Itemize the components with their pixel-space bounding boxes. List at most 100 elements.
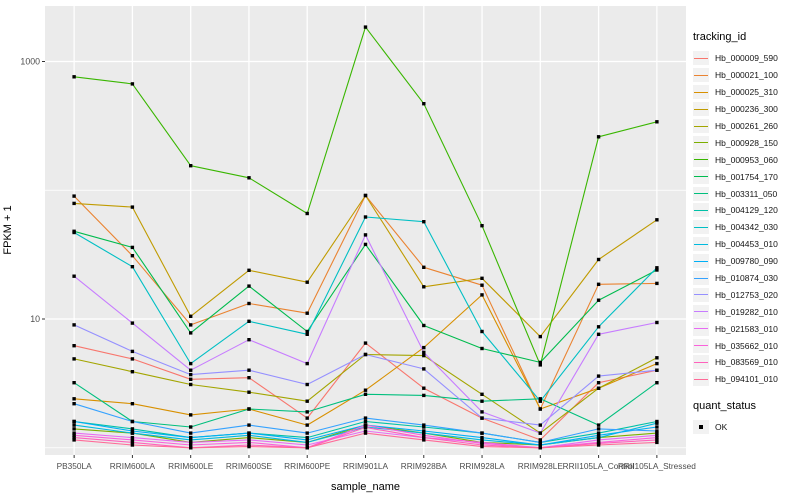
- legend-line-icon: [694, 74, 708, 76]
- data-point: [72, 431, 76, 435]
- data-point: [480, 224, 484, 228]
- data-point: [596, 325, 601, 329]
- data-point: [596, 386, 601, 390]
- data-point: [130, 427, 135, 431]
- data-point: [247, 268, 251, 272]
- legend-label-ok: OK: [715, 422, 728, 433]
- data-point: [305, 332, 309, 336]
- data-point: [422, 393, 426, 398]
- data-point: [422, 353, 426, 358]
- legend-title-quant-status: quant_status: [693, 399, 756, 412]
- data-point: [596, 374, 601, 378]
- legend-label: Hb_003311_050: [715, 188, 778, 199]
- data-point: [247, 423, 251, 427]
- data-point: [247, 444, 251, 449]
- legend-key-swatch: [693, 119, 709, 133]
- legend-label: Hb_010874_030: [715, 273, 778, 284]
- legend-item-Hb_009780_090: Hb_009780_090: [693, 253, 799, 270]
- data-point: [480, 431, 484, 435]
- legend-line-icon: [694, 311, 708, 313]
- data-point: [189, 377, 193, 381]
- data-point: [422, 367, 426, 371]
- legend-label: Hb_001754_170: [715, 171, 778, 182]
- data-point: [72, 230, 76, 235]
- data-point: [422, 431, 426, 435]
- data-point: [305, 311, 309, 315]
- legend-key-swatch: [693, 186, 709, 201]
- data-point: [247, 433, 251, 437]
- data-point: [72, 438, 76, 442]
- legend: tracking_id Hb_000009_590 Hb_000021_100 Hb…: [693, 31, 799, 436]
- legend-item-Hb_094101_010: Hb_094101_010: [693, 371, 799, 388]
- y-axis-title: FPKM + 1: [2, 205, 14, 255]
- data-point: [655, 356, 659, 360]
- x-tick-label: RRIM928LE: [518, 461, 564, 471]
- data-point: [189, 331, 193, 335]
- legend-line-icon: [694, 108, 708, 110]
- data-point: [655, 268, 659, 272]
- legend-line-icon: [694, 91, 708, 93]
- data-point: [596, 282, 601, 286]
- data-point: [189, 314, 193, 318]
- data-point: [305, 416, 309, 420]
- legend-label: Hb_000261_260: [715, 121, 778, 131]
- x-tick-label: PB350LA: [57, 461, 93, 471]
- data-point: [480, 444, 484, 449]
- data-point: [363, 429, 368, 433]
- data-point: [72, 423, 76, 427]
- data-point: [189, 382, 193, 387]
- x-tick-label: RRIM928BA: [401, 461, 448, 471]
- data-point: [538, 438, 542, 442]
- data-point: [130, 321, 135, 325]
- data-point: [422, 265, 426, 269]
- data-point: [655, 218, 659, 222]
- legend-line-icon: [694, 345, 708, 347]
- data-point: [305, 438, 309, 442]
- legend-label: Hb_083569_010: [715, 357, 778, 368]
- data-point: [72, 402, 76, 406]
- data-point: [538, 407, 542, 411]
- data-point: [247, 407, 251, 411]
- data-point: [538, 363, 542, 367]
- data-point: [305, 382, 309, 387]
- x-axis-title: sample_name: [330, 481, 401, 493]
- data-point: [130, 431, 135, 435]
- data-point: [422, 429, 426, 433]
- legend-label: Hb_019282_010: [715, 306, 778, 317]
- legend-line-icon: [694, 277, 708, 279]
- x-tick-label: RRIM928LA: [459, 461, 505, 471]
- data-point: [655, 440, 659, 445]
- legend-line-icon: [694, 328, 708, 330]
- data-point: [422, 433, 426, 437]
- x-tick-label: RRII105LA_Control: [563, 461, 635, 471]
- legend-key-swatch: [693, 271, 709, 286]
- legend-label: Hb_000025_310: [715, 87, 778, 98]
- data-point: [305, 431, 309, 435]
- data-point: [422, 438, 426, 442]
- data-point: [247, 176, 251, 180]
- data-point: [538, 443, 542, 447]
- data-point: [247, 284, 251, 288]
- data-point: [480, 329, 484, 334]
- data-point: [305, 280, 309, 284]
- data-point: [305, 211, 309, 216]
- legend-key-swatch: [693, 203, 709, 218]
- legend-key-ok: [693, 420, 709, 435]
- legend-item-Hb_003311_050: Hb_003311_050: [693, 185, 799, 202]
- data-point: [72, 427, 76, 431]
- legend-item-Hb_000021_100: Hb_000021_100: [693, 67, 799, 84]
- data-point: [422, 425, 426, 429]
- data-point: [130, 440, 135, 445]
- data-point: [596, 423, 601, 427]
- data-point: [72, 433, 76, 437]
- data-point: [363, 388, 368, 392]
- data-point: [189, 446, 193, 450]
- data-point: [363, 193, 368, 198]
- legend-label: Hb_009780_090: [715, 256, 778, 267]
- legend-label: Hb_000928_150: [715, 137, 778, 148]
- data-point: [596, 332, 601, 336]
- data-point: [422, 435, 426, 440]
- legend-label: Hb_000021_100: [715, 70, 778, 81]
- data-point: [189, 443, 193, 447]
